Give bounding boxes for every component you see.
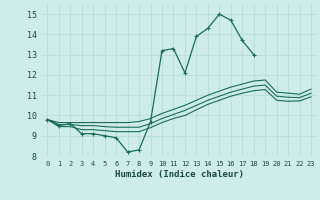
- X-axis label: Humidex (Indice chaleur): Humidex (Indice chaleur): [115, 170, 244, 179]
